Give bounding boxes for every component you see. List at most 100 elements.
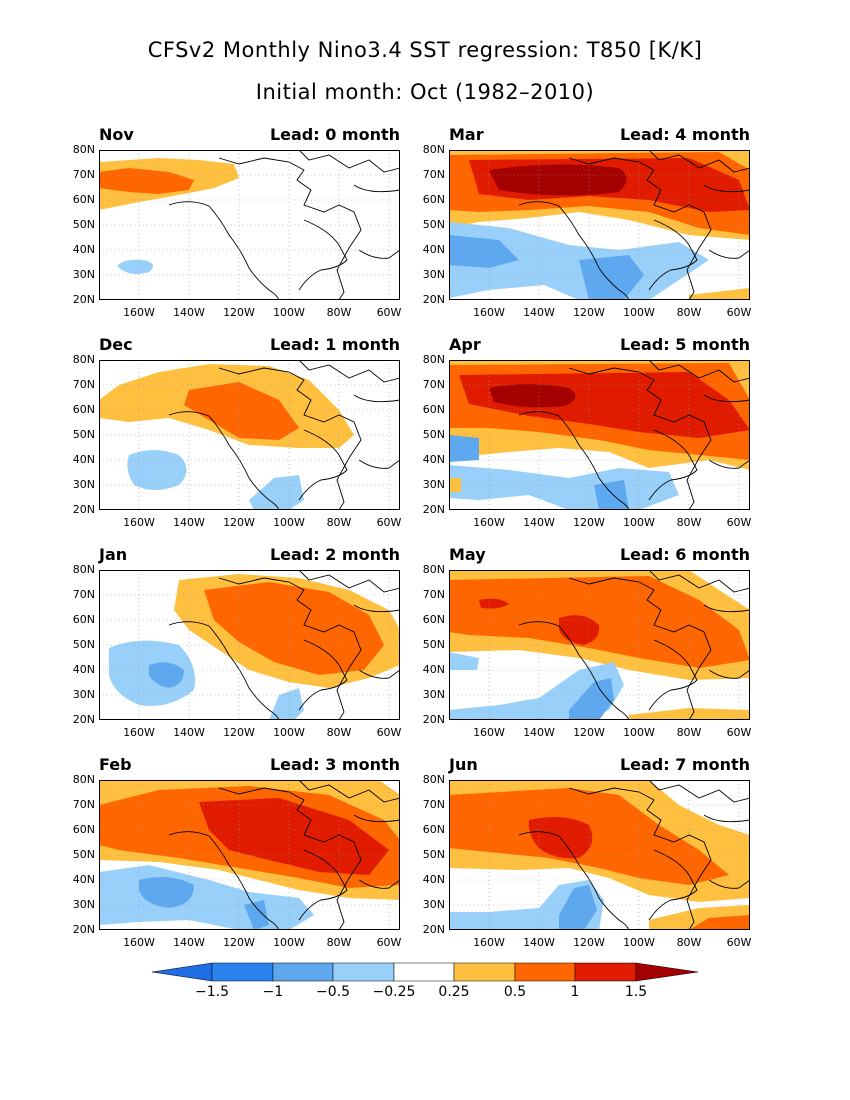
lat-tick: 20N: [72, 713, 95, 726]
colorbar-pos-weak: [453, 962, 516, 982]
lon-tick: 140W: [173, 936, 205, 949]
map-frame: [449, 150, 750, 300]
panel-lead: Lead: 0 month: [269, 125, 400, 144]
lat-tick: 50N: [422, 638, 445, 651]
lat-tick: 60N: [72, 823, 95, 836]
lat-tick: 80N: [72, 773, 95, 786]
map-frame: [449, 360, 750, 510]
map-panel-may: May Lead: 6 month 80N 70N 60N 50N: [423, 545, 752, 739]
map-plot: [449, 360, 750, 510]
colorbar-label: −1: [262, 984, 284, 1000]
lat-tick: 80N: [422, 353, 445, 366]
colorbar-label: 1.5: [624, 984, 648, 1000]
lat-tick: 80N: [72, 353, 95, 366]
lon-tick: 120W: [573, 306, 605, 319]
lat-tick: 30N: [422, 898, 445, 911]
map-frame: [449, 570, 750, 720]
lat-tick: 60N: [72, 403, 95, 416]
contour-neg-mid: [449, 435, 479, 462]
lon-tick: 60W: [376, 306, 402, 319]
lat-tick: 50N: [72, 218, 95, 231]
lon-tick: 140W: [523, 306, 555, 319]
panel-month: Jan: [99, 545, 128, 564]
lat-tick: 40N: [422, 873, 445, 886]
map-plot: [99, 150, 400, 300]
contour-neg-mid: [594, 480, 629, 510]
lon-tick: 60W: [726, 306, 752, 319]
lat-tick: 70N: [422, 588, 445, 601]
lat-tick: 70N: [72, 798, 95, 811]
lat-tick: 70N: [422, 798, 445, 811]
lon-tick: 120W: [223, 516, 255, 529]
map-plot: [449, 570, 750, 720]
colorbar-label: −0.25: [372, 984, 416, 1000]
contour-neg-weak: [449, 465, 679, 510]
lat-tick: 40N: [422, 243, 445, 256]
lat-tick: 20N: [422, 503, 445, 516]
lat-tick: 60N: [72, 193, 95, 206]
lat-tick: 40N: [72, 873, 95, 886]
contour-neg-mid: [449, 235, 519, 268]
map-plot: [99, 570, 400, 720]
contour-pos-mid: [99, 168, 194, 194]
lat-tick: 80N: [72, 563, 95, 576]
panel-month: Dec: [99, 335, 133, 354]
lat-tick: 50N: [72, 638, 95, 651]
contour-pos-mid: [204, 582, 384, 675]
colorbar-label: 0.5: [503, 984, 527, 1000]
lon-tick: 140W: [523, 516, 555, 529]
contour-pos-extreme: [489, 164, 627, 196]
contour-pos-weak: [629, 708, 750, 720]
map-coastline: [518, 150, 750, 300]
lat-tick: 20N: [422, 713, 445, 726]
map-panel-mar: Mar Lead: 4 month 80N 70N 60N 50N: [423, 125, 752, 319]
map-coastline: [518, 570, 750, 720]
lon-tick: 120W: [573, 726, 605, 739]
lon-tick: 100W: [273, 306, 305, 319]
map-coastline: [168, 150, 400, 300]
map-panel-nov: Nov Lead: 0 month 80N 70N 60N 50N 40N 30…: [73, 125, 402, 319]
figure-subtitle: Initial month: Oct (1982–2010): [255, 80, 595, 104]
lat-tick: 70N: [422, 378, 445, 391]
lat-tick: 60N: [422, 823, 445, 836]
panel-month: Feb: [99, 755, 132, 774]
lat-tick: 70N: [422, 168, 445, 181]
map-gridlines: [99, 150, 400, 300]
panel-month: May: [449, 545, 486, 564]
contour-pos-strong: [479, 598, 509, 609]
lon-tick: 80W: [676, 936, 702, 949]
lat-tick: 30N: [72, 688, 95, 701]
map-panel-feb: Feb Lead: 3 month 80N 70N 60N 50N 40N 30…: [73, 755, 402, 949]
map-panel-jun: Jun Lead: 7 month 80N 70N 60N 50N 40N: [423, 755, 752, 949]
lon-tick: 160W: [123, 726, 155, 739]
contour-pos-weak: [449, 478, 461, 492]
lat-tick: 70N: [72, 378, 95, 391]
lat-tick: 80N: [422, 563, 445, 576]
lat-tick: 40N: [422, 453, 445, 466]
contour-neg-weak: [449, 652, 479, 670]
contour-neg-mid: [149, 662, 184, 688]
colorbar-neg-mid: [272, 962, 334, 982]
lon-tick: 140W: [173, 306, 205, 319]
colorbar-label: −1.5: [195, 984, 229, 1000]
panel-month: Nov: [99, 125, 134, 144]
contour-neg-mid: [244, 900, 269, 930]
colorbar-label: 0.25: [438, 984, 470, 1000]
map-gridlines: [449, 360, 750, 510]
lat-tick: 50N: [72, 848, 95, 861]
colorbar-pos-mid: [514, 962, 576, 982]
panel-lead: Lead: 1 month: [269, 335, 400, 354]
lon-tick: 60W: [376, 516, 402, 529]
map-frame: [449, 780, 750, 930]
lon-tick: 60W: [376, 726, 402, 739]
lat-tick: 40N: [72, 453, 95, 466]
lat-tick: 30N: [422, 478, 445, 491]
lon-tick: 160W: [473, 306, 505, 319]
lon-tick: 160W: [123, 936, 155, 949]
lon-tick: 140W: [173, 516, 205, 529]
lon-tick: 100W: [623, 306, 655, 319]
contour-neg-weak: [127, 450, 187, 490]
colorbar-neg-strong: [211, 962, 274, 982]
map-frame: [99, 780, 400, 930]
lon-tick: 140W: [173, 726, 205, 739]
